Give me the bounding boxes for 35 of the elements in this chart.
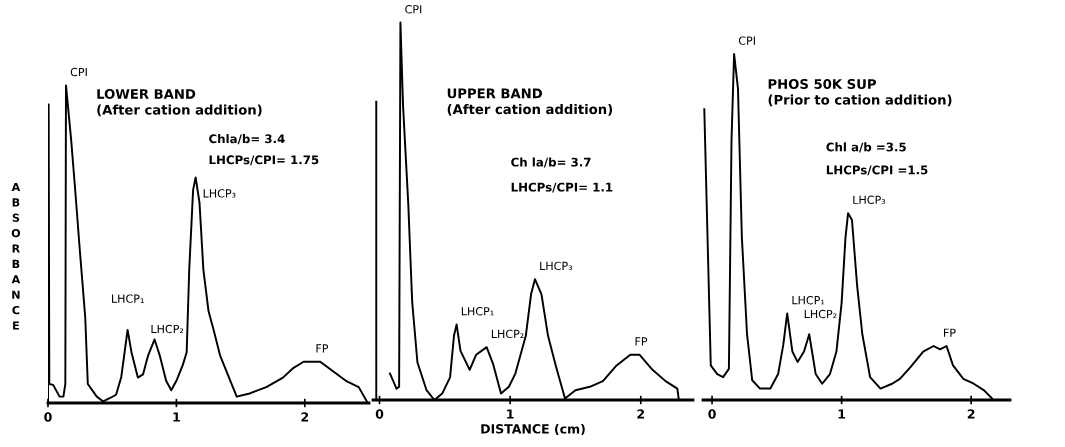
annotation: LHCP₃ [540, 261, 573, 271]
annotation: LHCP₃ [853, 195, 886, 205]
annotation: LHCPs/CPI= 1.1 [511, 182, 613, 193]
annotation: LHCP₂ [151, 324, 184, 334]
annotation: LHCP₃ [203, 189, 236, 198]
text: PHOS 50K SUP (Prior to cation addition) [768, 79, 952, 107]
x-tick-label: 1 [507, 409, 514, 419]
annotation: FP [944, 328, 956, 337]
x-axis-title: DISTANCE (cm) [481, 423, 585, 436]
x-tick-label: 2 [637, 409, 645, 419]
annotation: FP [635, 337, 648, 346]
annotation: Chl a/b =3.5 [826, 142, 906, 153]
x-tick-label: 0 [375, 409, 384, 419]
annotation: LHCP₁ [792, 295, 825, 305]
annotation: LHCP₂ [804, 309, 837, 319]
annotation: CPI [405, 5, 422, 14]
annotation: LHCPs/CPI= 1.75 [209, 155, 319, 166]
annotation: CPI [738, 36, 755, 45]
annotation: CPI [70, 67, 87, 77]
text: UPPER BAND (After cation addition) [447, 88, 613, 116]
annotation: LHCP₁ [112, 294, 144, 303]
annotation: Chla/b= 3.4 [209, 134, 285, 145]
x-tick-label: 1 [173, 412, 180, 422]
annotation: Ch la/b= 3.7 [511, 157, 591, 168]
x-tick-label: 0 [44, 412, 52, 422]
annotation: FP [316, 344, 329, 353]
annotation: LHCP₂ [491, 329, 524, 339]
text: ABSORBANCE [11, 182, 21, 330]
x-tick-label: 2 [967, 409, 975, 419]
annotation: LHCPs/CPI =1.5 [826, 165, 928, 176]
annotation: LHCP₁ [461, 307, 494, 316]
x-tick-label: 0 [708, 409, 716, 419]
text: LOWER BAND (After cation addition) [97, 88, 262, 117]
x-tick-label: 2 [301, 412, 309, 422]
x-tick-label: 1 [838, 409, 846, 419]
